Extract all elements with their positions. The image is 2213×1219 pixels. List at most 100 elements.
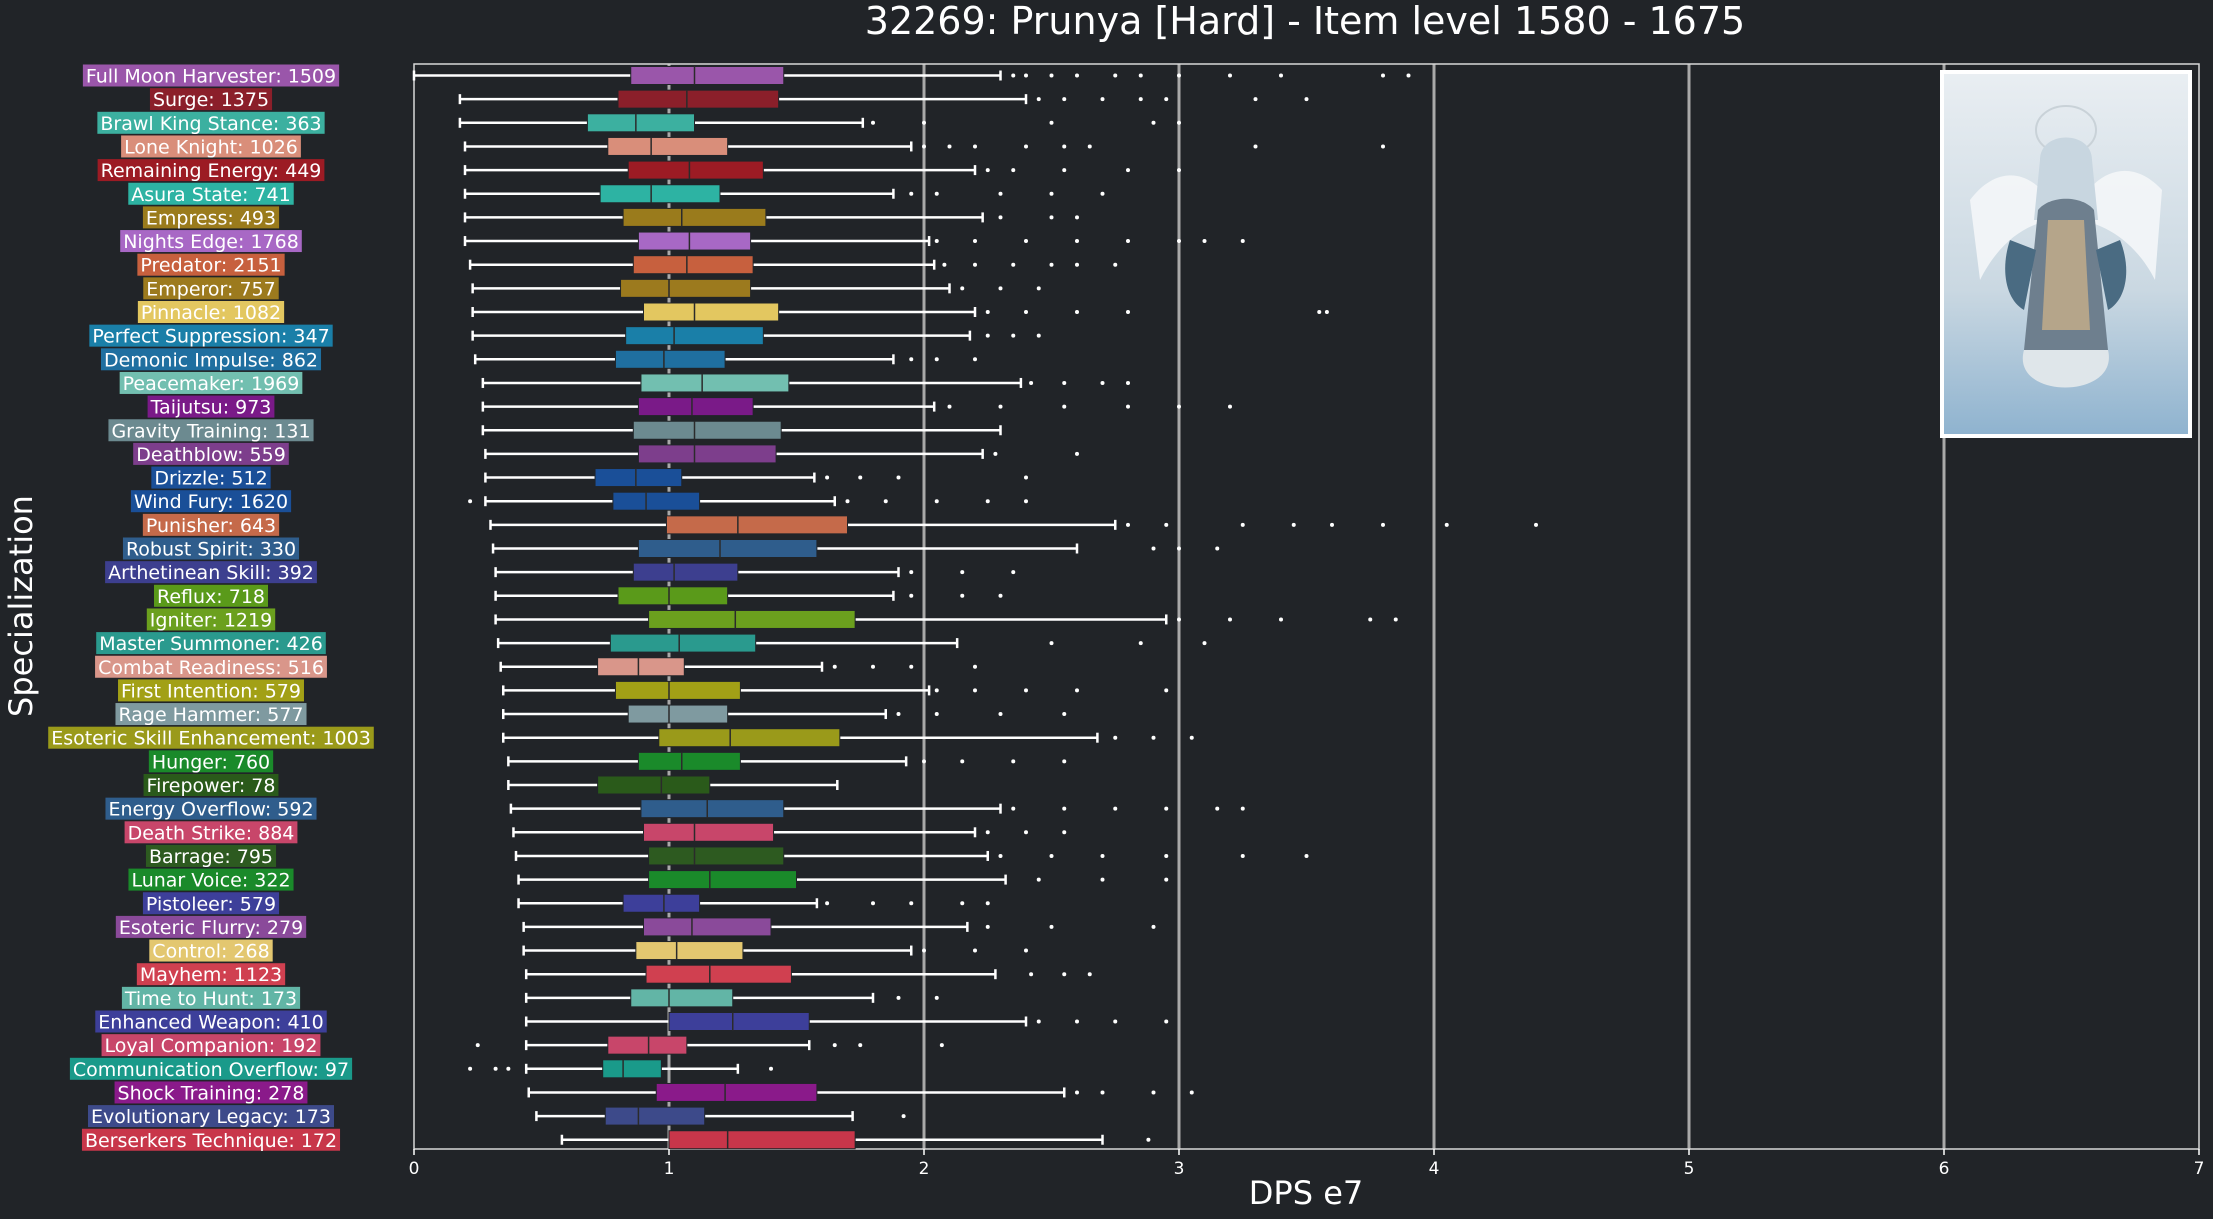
category-label-2: Brawl King Stance: 363 — [97, 111, 325, 135]
outlier-26-4 — [1164, 688, 1169, 693]
category-label-bg-44 — [88, 1105, 334, 1128]
x-tick-label-3: 3 — [1174, 1159, 1185, 1179]
outlier-4-2 — [1062, 168, 1067, 173]
outlier-35-2 — [909, 901, 914, 906]
outlier-2-3 — [1151, 120, 1156, 125]
outlier-24-1 — [1138, 641, 1143, 646]
outlier-36-2 — [1151, 924, 1156, 929]
outlier-32-1 — [1024, 830, 1028, 835]
category-label-30: Firepower: 78 — [143, 774, 279, 797]
iqr-box-26 — [614, 680, 741, 700]
outlier-27-0 — [896, 712, 901, 717]
box-26 — [502, 680, 1169, 700]
outlier-17-0 — [825, 475, 830, 480]
x-axis-ticks: 0 1 2 3 4 5 6 7 — [409, 1149, 2204, 1179]
outlier-10-3 — [1126, 310, 1130, 314]
box-5 — [463, 184, 1105, 204]
outlier-20-1 — [1177, 546, 1181, 551]
category-label-text-21: Arthetinean Skill: 392 — [108, 562, 314, 584]
outlier-39-0 — [896, 995, 901, 1000]
x-axis-label: DPS e7 — [1249, 1174, 1363, 1212]
category-label-text-23: Igniter: 1219 — [150, 609, 272, 631]
outlier-4-3 — [1126, 168, 1130, 173]
outlier-23-4 — [1393, 617, 1398, 622]
category-label-text-3: Lone Knight: 1026 — [124, 136, 298, 158]
outlier-21-0 — [909, 570, 914, 575]
outlier-33-2 — [1100, 853, 1105, 858]
outlier-23-3 — [1368, 617, 1373, 622]
outlier-38-2 — [1087, 972, 1092, 977]
outlier-18-5 — [1024, 499, 1028, 504]
iqr-box-9 — [620, 278, 752, 298]
category-label-bg-20 — [122, 537, 300, 560]
category-label-29: Hunger: 760 — [148, 750, 274, 773]
iqr-box-35 — [622, 893, 701, 913]
category-label-43: Shock Training: 278 — [114, 1081, 308, 1104]
iqr-box-42 — [602, 1059, 662, 1079]
category-label-text-44: Evolutionary Legacy: 173 — [91, 1106, 331, 1128]
iqr-box-18 — [612, 491, 701, 511]
category-label-40: Enhanced Weapon: 410 — [95, 1010, 327, 1034]
outlier-18-0 — [468, 499, 473, 504]
iqr-box-38 — [645, 964, 792, 984]
box-42 — [468, 1059, 773, 1079]
outlier-43-3 — [1189, 1090, 1194, 1095]
outlier-0-0 — [1011, 73, 1016, 78]
iqr-box-25 — [597, 657, 685, 677]
outlier-5-2 — [998, 191, 1003, 196]
outlier-26-0 — [934, 688, 939, 693]
category-label-bg-41 — [101, 1034, 321, 1057]
outlier-3-0 — [922, 144, 926, 149]
category-label-text-18: Wind Fury: 1620 — [134, 491, 288, 513]
outlier-0-9 — [1381, 73, 1385, 78]
chart-title: 32269: Prunya [Hard] - Item level 1580 -… — [865, 0, 1745, 43]
category-label-bg-15 — [108, 419, 314, 442]
category-label-text-11: Perfect Suppression: 347 — [92, 326, 329, 348]
category-label-17: Drizzle: 512 — [151, 466, 271, 490]
outlier-41-3 — [939, 1043, 944, 1048]
outlier-36-0 — [985, 924, 990, 929]
category-label-text-27: Rage Hammer: 577 — [118, 704, 303, 726]
category-label-text-1: Surge: 1375 — [153, 89, 269, 111]
outlier-29-2 — [1011, 759, 1016, 764]
category-label-text-43: Shock Training: 278 — [118, 1082, 305, 1104]
outlier-0-8 — [1279, 73, 1283, 78]
category-label-39: Time to Hunt: 173 — [121, 986, 301, 1010]
category-label-text-20: Robust Spirit: 330 — [126, 539, 296, 561]
outlier-42-3 — [769, 1066, 773, 1071]
outlier-0-3 — [1075, 73, 1079, 78]
box-11 — [471, 326, 1041, 346]
box-37 — [522, 941, 1028, 961]
outlier-3-3 — [1024, 144, 1028, 149]
outlier-1-3 — [1138, 97, 1143, 102]
outlier-4-0 — [985, 168, 990, 173]
outlier-19-6 — [1444, 522, 1449, 527]
outlier-38-0 — [1029, 972, 1034, 977]
iqr-box-2 — [586, 113, 696, 133]
iqr-box-0 — [630, 66, 785, 85]
iqr-box-44 — [604, 1106, 706, 1126]
category-label-text-24: Master Summoner: 426 — [99, 633, 323, 655]
outlier-35-0 — [825, 901, 830, 906]
category-label-3: Lone Knight: 1026 — [121, 135, 301, 158]
box-36 — [522, 917, 1156, 937]
category-label-37: Control: 268 — [149, 939, 273, 963]
iqr-box-36 — [643, 917, 772, 937]
category-label-45: Berserkers Technique: 172 — [81, 1128, 341, 1152]
box-9 — [471, 278, 1041, 298]
outlier-37-2 — [1024, 948, 1028, 953]
iqr-box-32 — [643, 822, 775, 842]
category-label-bg-9 — [143, 277, 279, 300]
outlier-41-2 — [858, 1043, 863, 1048]
category-label-bg-30 — [143, 774, 279, 796]
category-label-text-13: Peacemaker: 1969 — [123, 373, 300, 395]
x-tick-label-4: 4 — [1429, 1159, 1440, 1179]
category-label-text-40: Enhanced Weapon: 410 — [98, 1012, 323, 1034]
category-label-27: Rage Hammer: 577 — [115, 703, 307, 726]
x-tick-label-1: 1 — [664, 1159, 675, 1179]
outlier-5-1 — [934, 191, 939, 196]
box-10 — [471, 302, 1329, 322]
iqr-box-5 — [599, 184, 721, 204]
box-31 — [509, 799, 1245, 819]
